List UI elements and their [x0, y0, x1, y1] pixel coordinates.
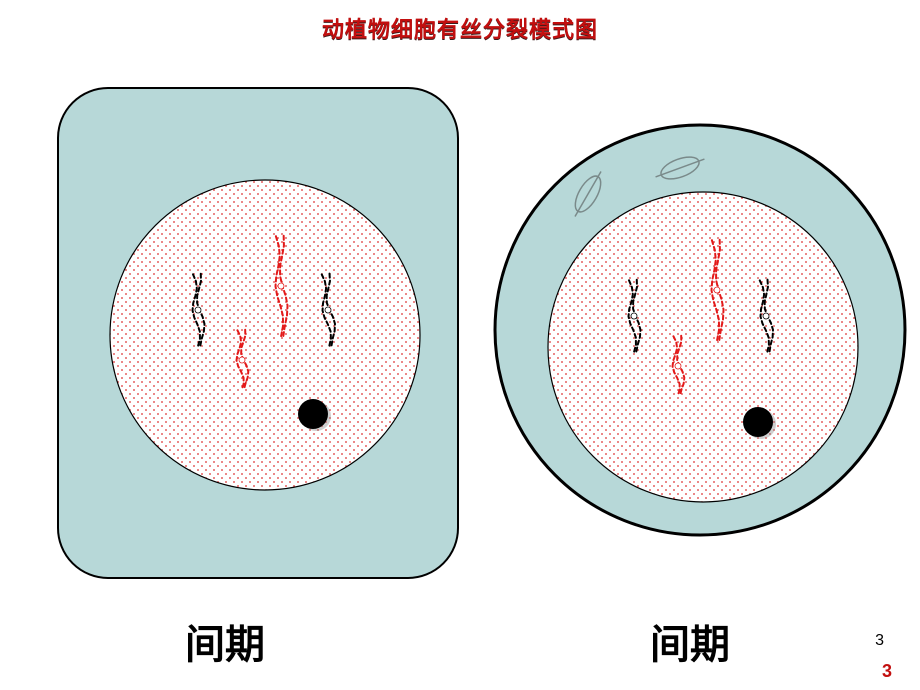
- nucleus: [110, 180, 420, 490]
- phase-label-animal: 间期: [650, 612, 730, 670]
- page-number-footer: 3: [882, 661, 892, 682]
- animal-cell: [495, 125, 905, 535]
- title-text: 动植物细胞有丝分裂模式图: [322, 17, 598, 42]
- phase-label-plant: 间期: [185, 612, 265, 670]
- page-title: 动植物细胞有丝分裂模式图 动植物细胞有丝分裂模式图: [0, 12, 920, 44]
- nucleolus: [743, 407, 773, 437]
- mitosis-diagram: [0, 0, 920, 690]
- nucleus: [548, 192, 858, 502]
- plant-cell: [58, 88, 458, 578]
- page-number-slide: 3: [875, 632, 884, 650]
- nucleolus: [298, 399, 328, 429]
